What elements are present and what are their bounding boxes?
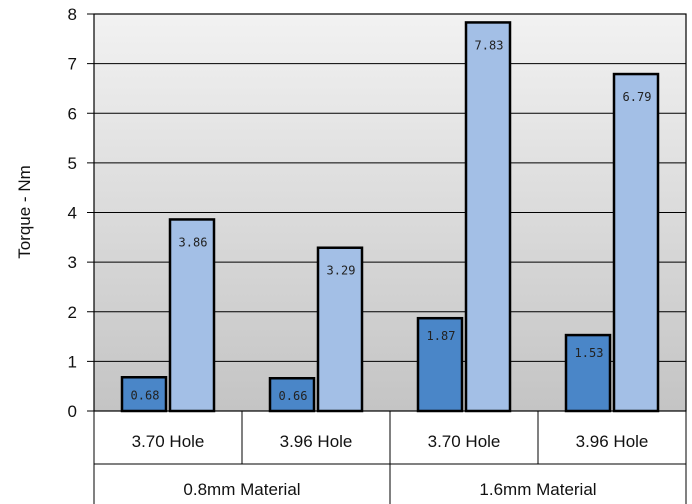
data-label: 7.83 [475, 38, 504, 52]
category-label: 3.70 Hole [132, 432, 205, 451]
bar-series-2 [316, 246, 364, 413]
y-tick-label: 6 [68, 104, 77, 123]
bar-series-1 [416, 316, 464, 413]
bar-series-2 [168, 218, 216, 413]
y-tick-label: 5 [68, 154, 77, 173]
y-tick-label: 3 [68, 253, 77, 272]
data-label: 1.53 [575, 346, 604, 360]
bar-series-1 [120, 376, 168, 413]
bar-series-2 [464, 21, 512, 413]
data-label: 0.68 [131, 388, 160, 402]
bar-series-2 [612, 72, 660, 413]
group-label: 0.8mm Material [183, 480, 300, 499]
category-axis-table: 3.70 Hole 3.96 Hole 3.70 Hole 3.96 Hole 0.8m… [93, 411, 687, 504]
data-label: 6.79 [623, 90, 652, 104]
data-label: 0.66 [279, 389, 308, 403]
y-tick-label: 2 [68, 303, 77, 322]
data-label: 3.86 [179, 235, 208, 249]
category-label: 3.96 Hole [576, 432, 649, 451]
y-axis-ticks: 0 1 2 3 4 5 6 7 8 [68, 5, 94, 421]
y-tick-label: 8 [68, 5, 77, 24]
bar-series-1 [268, 376, 316, 413]
y-tick-label: 4 [68, 204, 77, 223]
y-tick-label: 7 [68, 55, 77, 74]
y-tick-label: 0 [68, 402, 77, 421]
category-label: 3.96 Hole [280, 432, 353, 451]
group-label: 1.6mm Material [479, 480, 596, 499]
category-label: 3.70 Hole [428, 432, 501, 451]
bars [120, 21, 660, 413]
data-label: 1.87 [427, 329, 456, 343]
data-label: 3.29 [327, 264, 356, 278]
y-tick-label: 1 [68, 352, 77, 371]
data-labels: 0.68 3.86 0.66 3.29 1.87 7.83 1.53 6.79 [131, 38, 652, 403]
y-axis-title: Torque - Nm [15, 165, 34, 259]
bar-series-1 [564, 333, 612, 413]
